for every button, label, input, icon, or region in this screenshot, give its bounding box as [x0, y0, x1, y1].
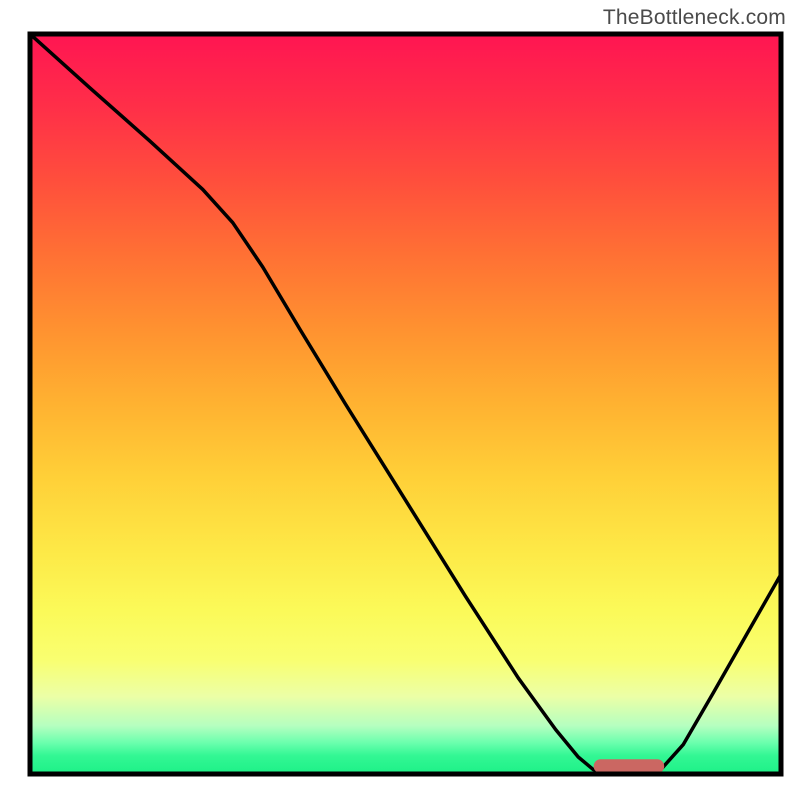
chart-container: TheBottleneck.com — [0, 0, 800, 800]
bottleneck-chart — [0, 0, 800, 800]
plot-background — [30, 34, 781, 774]
optimal-range-marker — [594, 759, 665, 773]
watermark-text: TheBottleneck.com — [603, 6, 786, 30]
